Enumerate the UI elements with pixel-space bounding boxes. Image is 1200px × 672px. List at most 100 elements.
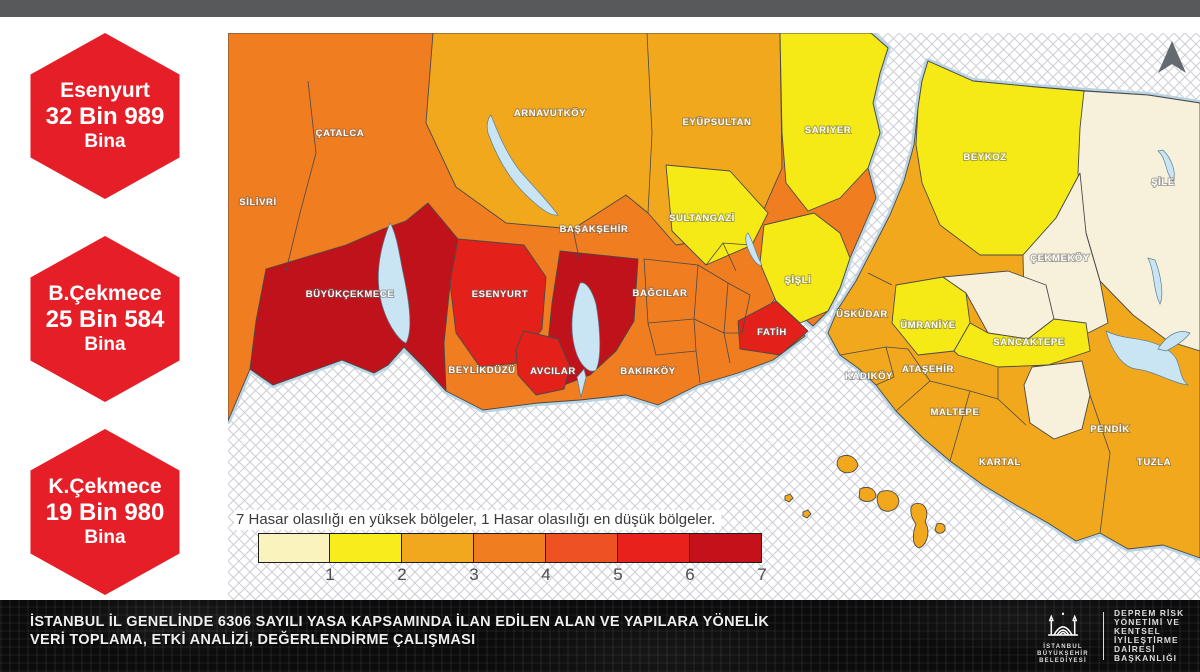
district-label-fatih: FATİH	[757, 327, 787, 338]
map-area: SİLİVRİ ÇATALCA ARNAVUTKÖY EYÜPSULTAN SARIYE…	[228, 33, 1200, 600]
island-6	[784, 493, 794, 503]
reservoir-darlik	[1157, 149, 1175, 182]
lake-kucukcekmece-outlet	[576, 368, 587, 398]
ibb-org-line2: BÜYÜKŞEHİR	[1037, 650, 1089, 657]
district-label-sultangazi: SULTANGAZİ	[669, 213, 735, 224]
district-label-umraniye: ÜMRANİYE	[900, 320, 955, 331]
badge-unit: Bina	[84, 130, 126, 152]
department-title-line: YÖNETİMİ VE	[1114, 617, 1181, 627]
istanbul-district-map: SİLİVRİ ÇATALCA ARNAVUTKÖY EYÜPSULTAN SARIYE…	[228, 33, 1200, 600]
badge-panel: Esenyurt 32 Bin 989 Bina B.Çekmece 25 Bin 58…	[0, 17, 228, 600]
department-title-line: KENTSEL	[1114, 626, 1161, 636]
district-label-kartal: KARTAL	[979, 457, 1021, 468]
north-arrow-icon	[1158, 41, 1186, 73]
island-1	[836, 454, 859, 474]
legend-box-1	[258, 533, 330, 563]
mosque-emblem-icon	[1047, 612, 1079, 636]
district-label-eyupsultan: EYÜPSULTAN	[683, 117, 752, 128]
footer-title-line2: VERİ TOPLAMA, ETKİ ANALİZİ, DEĞERLENDİRM…	[30, 632, 476, 648]
badge-count: 32 Bin 989	[45, 103, 165, 131]
badge-unit: Bina	[84, 333, 126, 355]
district-regions	[249, 33, 1200, 549]
reservoir-alibeykoy	[745, 232, 763, 266]
legend-number-3: 3	[469, 565, 479, 584]
region-fatih	[737, 300, 809, 356]
legend: 7 Hasar olasılığı en yüksek bölgeler, 1 …	[234, 510, 794, 587]
region-sariyer	[779, 33, 889, 212]
lake-buyukcekmece	[377, 222, 411, 344]
footer-branding: İSTANBUL BÜYÜKŞEHİR BELEDİYESİ DEPREM Rİ…	[1031, 606, 1192, 666]
reservoir-cekmekoy	[1147, 257, 1163, 305]
district-label-bakirkoy: BAKIRKÖY	[620, 366, 676, 377]
lakes-and-reservoirs	[377, 114, 1191, 398]
department-title: DEPREM RİSK YÖNETİMİ VE KENTSEL İYİLEŞTİRME…	[1114, 609, 1192, 663]
island-5	[934, 522, 946, 534]
island-2	[858, 486, 877, 502]
legend-number-1: 1	[325, 565, 335, 584]
department-title-line: BAŞKANLIĞI	[1114, 653, 1178, 663]
district-label-atasehir: ATAŞEHİR	[902, 364, 954, 375]
legend-box-2	[330, 533, 402, 563]
district-label-catalca: ÇATALCA	[316, 128, 365, 139]
badge-count: 19 Bin 980	[45, 499, 165, 527]
region-buyukcekmece	[249, 202, 459, 392]
district-label-kadikoy: KADIKÖY	[845, 371, 893, 382]
department-title-line: İYİLEŞTİRME	[1114, 635, 1179, 645]
legend-number-4: 4	[541, 565, 551, 584]
footer-title-line1: İSTANBUL İL GENELİNDE 6306 SAYILI YASA K…	[30, 614, 770, 630]
district-label-arnavutkoy: ARNAVUTKÖY	[514, 108, 586, 119]
region-sile	[1077, 90, 1200, 352]
badge-b-cekmece: B.Çekmece 25 Bin 584 Bina	[30, 236, 180, 402]
ibb-org-line3: BELEDİYESİ	[1039, 657, 1087, 664]
ibb-org-line1: İSTANBUL	[1043, 643, 1083, 650]
legend-numbers: 1 2 3 4 5 6 7	[234, 565, 794, 587]
footer-title: İSTANBUL İL GENELİNDE 6306 SAYILI YASA K…	[30, 613, 769, 649]
island-7	[802, 509, 812, 519]
reservoir-sazlidere	[486, 114, 559, 216]
legend-box-5	[546, 533, 618, 563]
region-sancaktepe	[953, 318, 1091, 368]
district-label-sariyer: SARIYER	[805, 125, 851, 136]
legend-number-5: 5	[613, 565, 623, 584]
district-label-bagcilar: BAĞCILAR	[633, 287, 688, 299]
department-title-line: DEPREM RİSK	[1114, 608, 1185, 618]
reservoir-omerli-arm	[1157, 331, 1191, 352]
lake-kucukcekmece	[571, 282, 601, 372]
legend-scale	[258, 533, 794, 563]
district-label-tuzla: TUZLA	[1137, 457, 1171, 468]
footer-divider	[1103, 612, 1104, 660]
island-3	[876, 490, 900, 512]
region-forest-south	[1023, 360, 1091, 440]
district-label-maltepe: MALTEPE	[931, 407, 980, 418]
district-label-cekmekoy: ÇEKMEKÖY	[1030, 253, 1090, 264]
district-label-sancaktepe: SANCAKTEPE	[993, 337, 1064, 348]
badge-name: B.Çekmece	[48, 282, 162, 306]
district-label-beykoz: BEYKOZ	[963, 152, 1006, 163]
district-label-buyukcekmece: BÜYÜKÇEKMECE	[306, 289, 394, 300]
district-label-esenyurt: ESENYURT	[472, 289, 529, 300]
badge-count: 25 Bin 584	[45, 306, 165, 334]
district-label-silivri: SİLİVRİ	[239, 197, 276, 208]
legend-box-7	[690, 533, 762, 563]
district-label-pendik: PENDİK	[1090, 424, 1130, 435]
badge-k-cekmece: K.Çekmece 19 Bin 980 Bina	[30, 429, 180, 595]
district-label-avcilar: AVCILAR	[530, 366, 576, 377]
badge-name: Esenyurt	[60, 79, 150, 103]
department-title-line: DAİRESİ	[1114, 644, 1156, 654]
badge-name: K.Çekmece	[48, 475, 162, 499]
district-label-beylikduzu: BEYLİKDÜZÜ	[448, 365, 515, 376]
top-gray-bar	[0, 0, 1200, 17]
badge-esenyurt: Esenyurt 32 Bin 989 Bina	[30, 33, 180, 199]
district-label-sisli: ŞİŞLİ	[785, 275, 812, 286]
legend-box-6	[618, 533, 690, 563]
district-label-sile: ŞİLE	[1151, 177, 1175, 188]
district-borders	[285, 33, 1111, 534]
district-labels: SİLİVRİ ÇATALCA ARNAVUTKÖY EYÜPSULTAN SARIYE…	[238, 107, 1175, 469]
badge-unit: Bina	[84, 526, 126, 548]
district-label-uskudar: ÜSKÜDAR	[836, 309, 888, 320]
legend-number-6: 6	[685, 565, 695, 584]
legend-box-4	[474, 533, 546, 563]
region-avcilar	[515, 330, 571, 396]
reservoir-omerli	[1105, 330, 1190, 386]
